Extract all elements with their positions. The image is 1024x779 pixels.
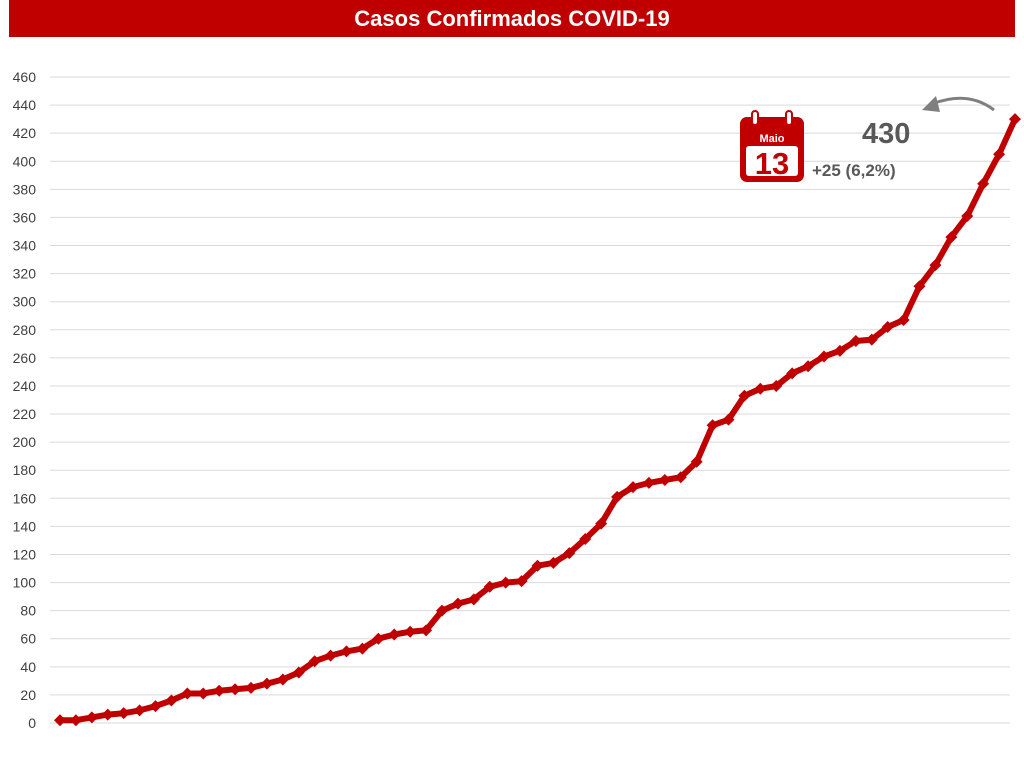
data-point bbox=[260, 677, 273, 690]
data-point bbox=[961, 210, 974, 223]
data-point bbox=[69, 714, 82, 727]
data-point bbox=[340, 645, 353, 658]
y-tick-label: 400 bbox=[13, 153, 37, 169]
data-point bbox=[579, 533, 592, 546]
data-point bbox=[436, 604, 448, 617]
y-tick-label: 120 bbox=[13, 546, 37, 562]
data-point bbox=[658, 474, 671, 487]
y-tick-label: 180 bbox=[13, 462, 37, 478]
data-point bbox=[372, 632, 385, 645]
y-tick-label: 240 bbox=[13, 378, 37, 394]
y-tick-label: 360 bbox=[13, 209, 37, 225]
data-point bbox=[54, 714, 66, 727]
data-point bbox=[356, 642, 369, 655]
data-point bbox=[627, 481, 639, 494]
data-point bbox=[770, 379, 783, 392]
data-point bbox=[515, 575, 528, 588]
y-tick-label: 460 bbox=[13, 69, 37, 85]
data-point bbox=[865, 333, 878, 346]
data-point bbox=[292, 666, 305, 679]
y-tick-label: 260 bbox=[13, 350, 37, 366]
data-point bbox=[913, 280, 926, 293]
data-point bbox=[690, 455, 703, 468]
y-axis-ticks: 0 20 40 60 80 100 120 140 160 180 200 220 240 260 280 3… bbox=[13, 69, 37, 731]
data-point bbox=[1009, 113, 1021, 126]
y-tick-label: 100 bbox=[13, 575, 37, 591]
data-point bbox=[754, 382, 767, 395]
data-point bbox=[324, 649, 337, 662]
y-tick-label: 380 bbox=[13, 181, 37, 197]
gridlines bbox=[50, 76, 1010, 724]
data-point bbox=[229, 683, 242, 696]
y-tick-label: 200 bbox=[13, 434, 37, 450]
data-point bbox=[897, 313, 910, 326]
y-tick-label: 80 bbox=[20, 603, 36, 619]
data-point bbox=[833, 344, 846, 357]
calendar-icon: Maio 13 bbox=[740, 110, 804, 182]
y-tick-label: 140 bbox=[13, 518, 37, 534]
data-point bbox=[85, 711, 98, 724]
data-point bbox=[849, 335, 862, 348]
y-tick-label: 0 bbox=[28, 715, 36, 731]
data-point bbox=[451, 597, 464, 610]
chart-title: Casos Confirmados COVID-19 bbox=[9, 0, 1015, 37]
y-tick-label: 60 bbox=[20, 631, 36, 647]
latest-change: +25 (6,2%) bbox=[812, 161, 896, 180]
data-point bbox=[276, 673, 289, 686]
y-tick-label: 280 bbox=[13, 322, 37, 338]
data-point bbox=[642, 476, 655, 489]
data-point bbox=[722, 413, 735, 426]
data-point bbox=[117, 707, 130, 720]
curved-arrow-icon bbox=[922, 96, 995, 112]
data-point bbox=[977, 177, 990, 190]
series-points bbox=[54, 113, 1021, 727]
y-tick-label: 440 bbox=[13, 97, 37, 113]
data-point bbox=[706, 419, 719, 432]
data-point bbox=[133, 704, 146, 717]
data-point bbox=[547, 556, 560, 569]
data-point bbox=[674, 471, 687, 484]
y-tick-label: 300 bbox=[13, 294, 37, 310]
data-point bbox=[181, 687, 194, 700]
data-point bbox=[101, 708, 114, 721]
data-point bbox=[945, 231, 958, 244]
latest-annotation: Maio 13 430 +25 (6,2%) bbox=[740, 96, 995, 182]
y-tick-label: 160 bbox=[13, 490, 37, 506]
data-point bbox=[595, 517, 608, 530]
data-point bbox=[467, 593, 480, 606]
data-point bbox=[563, 547, 576, 560]
data-point bbox=[165, 694, 178, 707]
y-tick-label: 320 bbox=[13, 266, 37, 282]
calendar-month: Maio bbox=[759, 133, 784, 145]
data-point bbox=[483, 580, 496, 593]
data-point bbox=[245, 681, 257, 694]
data-point bbox=[197, 687, 210, 700]
data-point bbox=[420, 624, 433, 637]
data-point bbox=[786, 367, 799, 380]
calendar-day: 13 bbox=[755, 146, 789, 181]
data-point bbox=[818, 350, 830, 363]
y-tick-label: 40 bbox=[20, 659, 36, 675]
data-point bbox=[531, 559, 544, 572]
data-point bbox=[149, 700, 162, 713]
y-tick-label: 220 bbox=[13, 406, 37, 422]
data-point bbox=[499, 576, 512, 589]
y-tick-label: 20 bbox=[20, 687, 36, 703]
y-tick-label: 420 bbox=[13, 125, 37, 141]
latest-value: 430 bbox=[862, 118, 910, 150]
data-point bbox=[388, 628, 401, 641]
y-tick-label: 340 bbox=[13, 238, 37, 254]
data-point bbox=[213, 684, 226, 697]
data-point bbox=[881, 320, 894, 333]
series-line-confirmed-cases bbox=[57, 116, 1018, 724]
data-point bbox=[611, 490, 624, 503]
data-point bbox=[308, 655, 321, 668]
data-point bbox=[404, 625, 417, 638]
data-point bbox=[993, 148, 1006, 161]
data-point bbox=[802, 360, 815, 373]
data-point bbox=[929, 259, 942, 272]
data-point bbox=[738, 389, 751, 402]
